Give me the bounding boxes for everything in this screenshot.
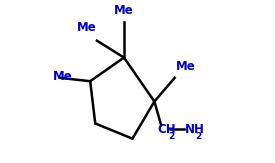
Text: NH: NH — [185, 123, 205, 136]
Text: CH: CH — [157, 123, 175, 136]
Text: Me: Me — [77, 21, 97, 34]
Text: Me: Me — [176, 60, 196, 73]
Text: Me: Me — [53, 70, 73, 83]
Text: 2: 2 — [168, 133, 175, 141]
Text: Me: Me — [114, 4, 134, 17]
Text: 2: 2 — [196, 133, 202, 141]
